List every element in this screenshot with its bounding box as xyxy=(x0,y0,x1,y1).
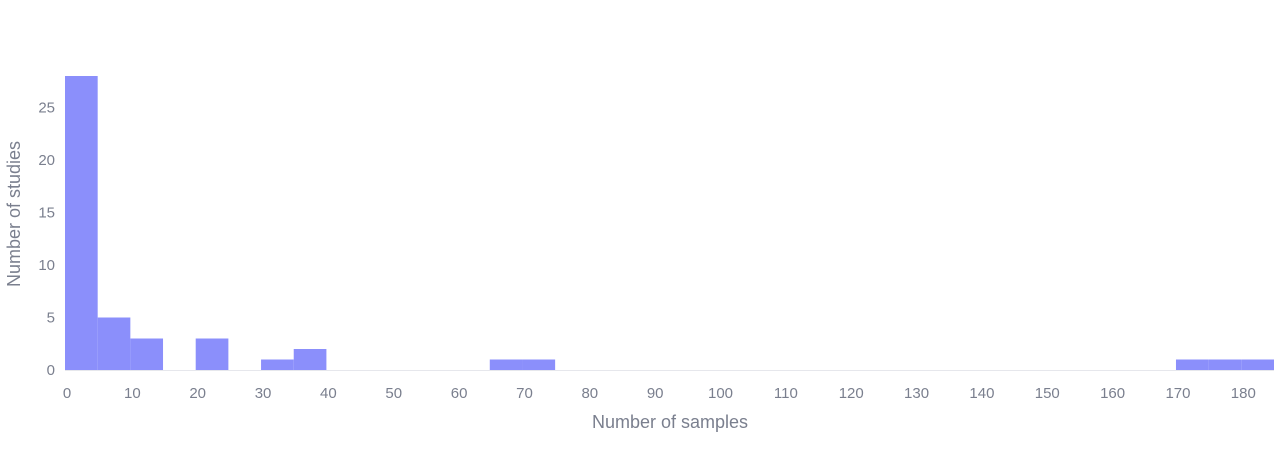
histogram-bar xyxy=(195,338,229,370)
x-tick-label: 40 xyxy=(320,385,337,402)
x-tick-label: 10 xyxy=(124,385,141,402)
x-tick-label: 120 xyxy=(839,385,864,402)
x-tick-label: 30 xyxy=(255,385,272,402)
y-tick-label: 20 xyxy=(38,152,55,169)
histogram-bar xyxy=(261,359,294,370)
x-tick-label: 60 xyxy=(451,385,468,402)
x-tick-label: 110 xyxy=(774,385,798,402)
x-tick-label: 80 xyxy=(581,385,598,402)
y-tick-label: 5 xyxy=(47,310,55,327)
x-axis-ticks: 0 10 20 30 40 50 60 70 80 90 100 110 120 130 140 150 160… xyxy=(63,385,1256,402)
histogram-bar xyxy=(1241,359,1274,370)
x-tick-label: 20 xyxy=(189,385,206,402)
histogram-bar xyxy=(1175,359,1209,370)
x-tick-label: 70 xyxy=(516,385,533,402)
histogram-bar xyxy=(130,338,164,370)
y-axis-title: Number of studies xyxy=(4,141,24,287)
x-tick-label: 0 xyxy=(63,385,71,402)
x-tick-label: 130 xyxy=(904,385,929,402)
x-tick-label: 100 xyxy=(708,385,733,402)
x-tick-label: 160 xyxy=(1100,385,1125,402)
histogram-bar xyxy=(489,359,523,370)
y-axis-ticks: 0 5 10 15 20 25 xyxy=(38,100,55,380)
x-tick-label: 170 xyxy=(1165,385,1190,402)
bars-layer xyxy=(65,76,1274,370)
x-tick-label: 150 xyxy=(1035,385,1060,402)
x-tick-label: 90 xyxy=(647,385,664,402)
y-tick-label: 25 xyxy=(38,100,55,117)
histogram-bar xyxy=(97,317,131,370)
x-axis-title: Number of samples xyxy=(592,412,748,432)
y-tick-label: 0 xyxy=(47,362,55,379)
x-tick-label: 50 xyxy=(385,385,402,402)
x-tick-label: 140 xyxy=(969,385,994,402)
histogram-bar xyxy=(522,359,556,370)
histogram-bar xyxy=(293,349,327,370)
histogram-bar xyxy=(65,76,98,370)
y-tick-label: 10 xyxy=(38,257,55,274)
y-tick-label: 15 xyxy=(38,205,55,222)
histogram-bar xyxy=(1208,359,1242,370)
x-tick-label: 180 xyxy=(1231,385,1256,402)
